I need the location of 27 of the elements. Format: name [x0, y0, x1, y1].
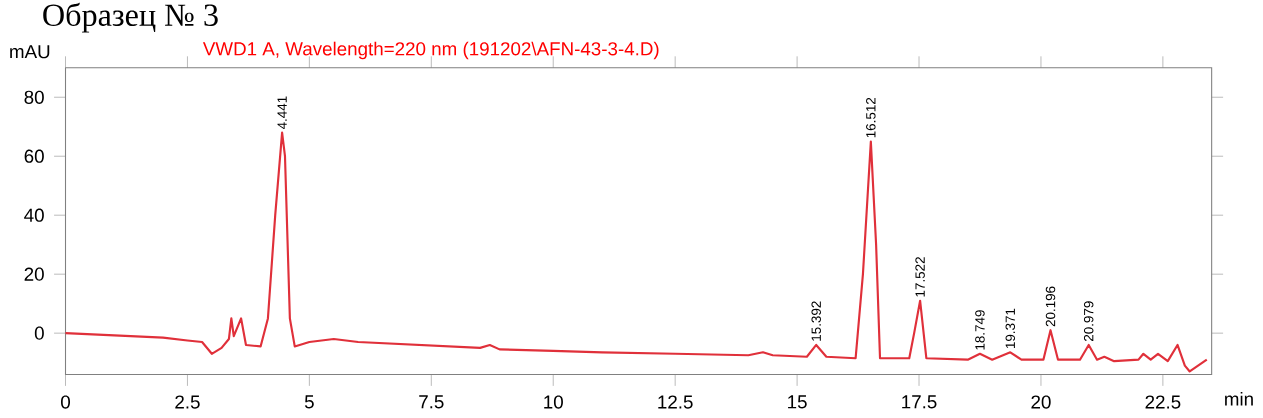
- annotation: 17.522: [915, 257, 925, 297]
- annotation: 4.441: [277, 96, 287, 130]
- y-axis-title: mAU: [10, 45, 50, 59]
- annotation: 18.749: [975, 310, 985, 350]
- x-tick-label: 0: [61, 395, 71, 409]
- chart-title: Образец № 3: [43, 2, 218, 33]
- x-tick-label: 22.5: [1145, 395, 1181, 409]
- y-tick-label: 60: [24, 149, 44, 164]
- x-tick-label: 12.5: [658, 395, 693, 409]
- y-tick-label: 40: [24, 208, 44, 223]
- x-tick-label: 15: [788, 395, 807, 409]
- y-tick-label: 0: [34, 326, 44, 340]
- x-tick-label: 2.5: [175, 395, 200, 409]
- y-tick-label: 20: [24, 267, 44, 282]
- x-tick-label: 7.5: [419, 395, 444, 409]
- y-tick-label: 80: [24, 90, 44, 105]
- annotation: 16.512: [866, 98, 876, 138]
- annotation: 20.196: [1045, 286, 1056, 327]
- x-tick-label: 5: [304, 395, 314, 409]
- annotation: 19.371: [1005, 308, 1016, 349]
- annotation: 20.979: [1083, 301, 1094, 342]
- x-tick-label: 17.5: [902, 395, 937, 409]
- x-axis-title: min: [1225, 392, 1253, 406]
- x-tick-label: 20: [1031, 395, 1051, 409]
- x-tick-label: 10: [544, 395, 563, 409]
- chart-subtitle: VWD1 A, Wavelength=220 nm (191202\AFN-43-3-4.D): [202, 41, 659, 60]
- annotation: 15.392: [811, 301, 821, 341]
